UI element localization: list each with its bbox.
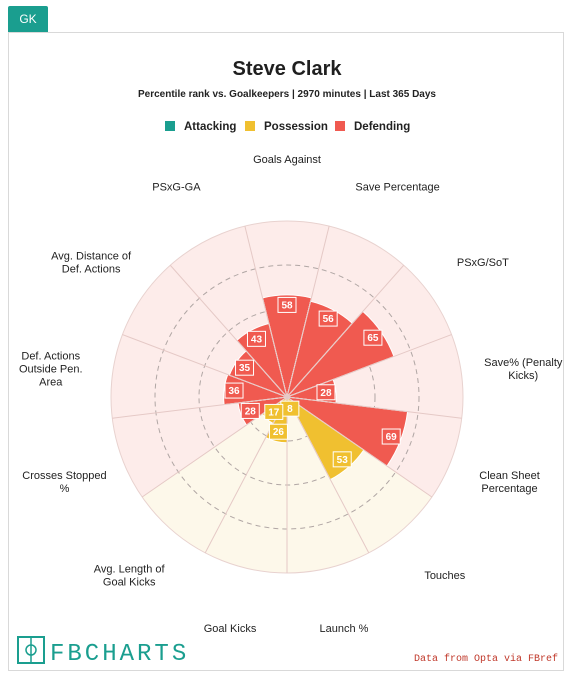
spoke	[141, 396, 288, 498]
spoke	[112, 396, 288, 419]
value-label-text: 28	[245, 406, 257, 417]
chart-title: Steve Clark	[233, 58, 343, 80]
value-label-avg-length-of-goal-kicks: 17	[264, 403, 284, 420]
value-label-text: 58	[281, 300, 293, 311]
value-label-text: 56	[323, 314, 335, 325]
legend-label-possession: Possession	[264, 121, 328, 133]
value-label-avg-distance-of-def-actions: 35	[235, 359, 255, 376]
spoke	[169, 264, 288, 398]
bg-sector-launch	[287, 397, 369, 573]
spoke	[286, 334, 452, 398]
legend-swatch-defending	[335, 121, 345, 131]
value-label-save-percentage: 56	[318, 310, 338, 327]
axis-label-touches: Touches	[424, 570, 465, 582]
spoke	[286, 396, 462, 419]
chart-subtitle: Percentile rank vs. Goalkeepers | 2970 m…	[138, 89, 436, 100]
value-label-box	[224, 382, 244, 399]
value-label-box	[277, 296, 297, 313]
axis-label-launch: Launch %	[319, 623, 368, 635]
axis-label-avg-distance-of-def-actions: Avg. Distance of Def. Actions	[51, 250, 132, 275]
value-label-text: 65	[367, 333, 379, 344]
value-label-text: 43	[251, 334, 263, 345]
legend-label-defending: Defending	[354, 121, 410, 133]
spoke	[244, 225, 288, 398]
axis-label-save-percentage: Save Percentage	[355, 181, 439, 193]
axis-label-crosses-stopped: Crosses Stopped%	[22, 470, 106, 495]
value-label-psxg-ga: 43	[246, 330, 266, 347]
bg-sector-avg-length-of-goal-kicks	[142, 397, 287, 553]
spoke	[286, 225, 330, 398]
axis-label-goal-kicks: Goal Kicks	[204, 623, 257, 635]
axis-label-avg-length-of-goal-kicks: Avg. Length of Goal Kicks	[94, 564, 166, 589]
value-label-text: 8	[287, 404, 293, 415]
spoke	[286, 264, 405, 398]
value-label-goals-against: 58	[277, 296, 297, 313]
value-label-psxg-sot: 65	[363, 329, 383, 346]
axis-label-save-penalty-kicks: Save% (Penalty Kicks)	[484, 357, 563, 382]
value-label-box	[268, 423, 288, 440]
value-label-launch: 8	[280, 400, 300, 417]
legend-label-attacking: Attacking	[184, 121, 236, 133]
value-label-box	[381, 428, 401, 445]
legend-swatch-possession	[245, 121, 255, 131]
value-label-goal-kicks: 26	[268, 423, 288, 440]
value-label-save-penalty-kicks: 28	[316, 384, 336, 401]
value-label-box	[363, 329, 383, 346]
legend: Attacking Possession Defending	[165, 121, 410, 133]
value-label-text: 53	[337, 455, 349, 466]
axis-label-psxg-sot: PSxG/SoT	[457, 257, 509, 269]
value-label-box	[318, 310, 338, 327]
spoke	[286, 396, 370, 554]
axis-label-psxg-ga: PSxG-GA	[152, 181, 201, 193]
value-label-crosses-stopped: 28	[240, 402, 260, 419]
spoke	[286, 396, 433, 498]
value-label-box	[316, 384, 336, 401]
axis-label-goals-against: Goals Against	[253, 154, 321, 166]
value-labels: 58 56 65 28 69 53 8 26 17 28 36 35 43	[224, 296, 401, 468]
axis-label-clean-sheet-percentage: Clean Sheet Percentage	[479, 470, 540, 495]
axis-labels: Goals Against Save Percentage PSxG/SoT Save…	[19, 154, 563, 635]
value-label-clean-sheet-percentage: 69	[381, 428, 401, 445]
spokes	[112, 225, 462, 573]
axis-label-def-actions-outside-pen-area: Def. Actions Outside Pen. Area	[19, 350, 83, 388]
gk-tab[interactable]: GK	[8, 6, 48, 32]
value-label-text: 28	[320, 388, 332, 399]
value-label-box	[264, 403, 284, 420]
value-label-box	[332, 451, 352, 468]
value-label-text: 69	[386, 432, 398, 443]
spoke	[204, 396, 288, 554]
brand-name: FBCHARTS	[50, 641, 189, 668]
value-label-box	[240, 402, 260, 419]
value-label-text: 36	[228, 386, 240, 397]
fbcharts-logo: FBCHARTS	[17, 636, 189, 668]
value-label-text: 17	[268, 407, 280, 418]
value-label-def-actions-outside-pen-area: 36	[224, 382, 244, 399]
value-label-touches: 53	[332, 451, 352, 468]
value-label-text: 26	[273, 427, 285, 438]
bg-sector-crosses-stopped	[112, 397, 287, 497]
spoke	[122, 334, 288, 398]
bg-sector-goal-kicks	[205, 397, 287, 573]
legend-swatch-attacking	[165, 121, 175, 131]
value-label-box	[235, 359, 255, 376]
value-label-text: 35	[239, 363, 251, 374]
data-source: Data from Opta via FBref	[414, 653, 558, 665]
value-label-box	[246, 330, 266, 347]
pitch-icon-circle	[25, 644, 37, 656]
